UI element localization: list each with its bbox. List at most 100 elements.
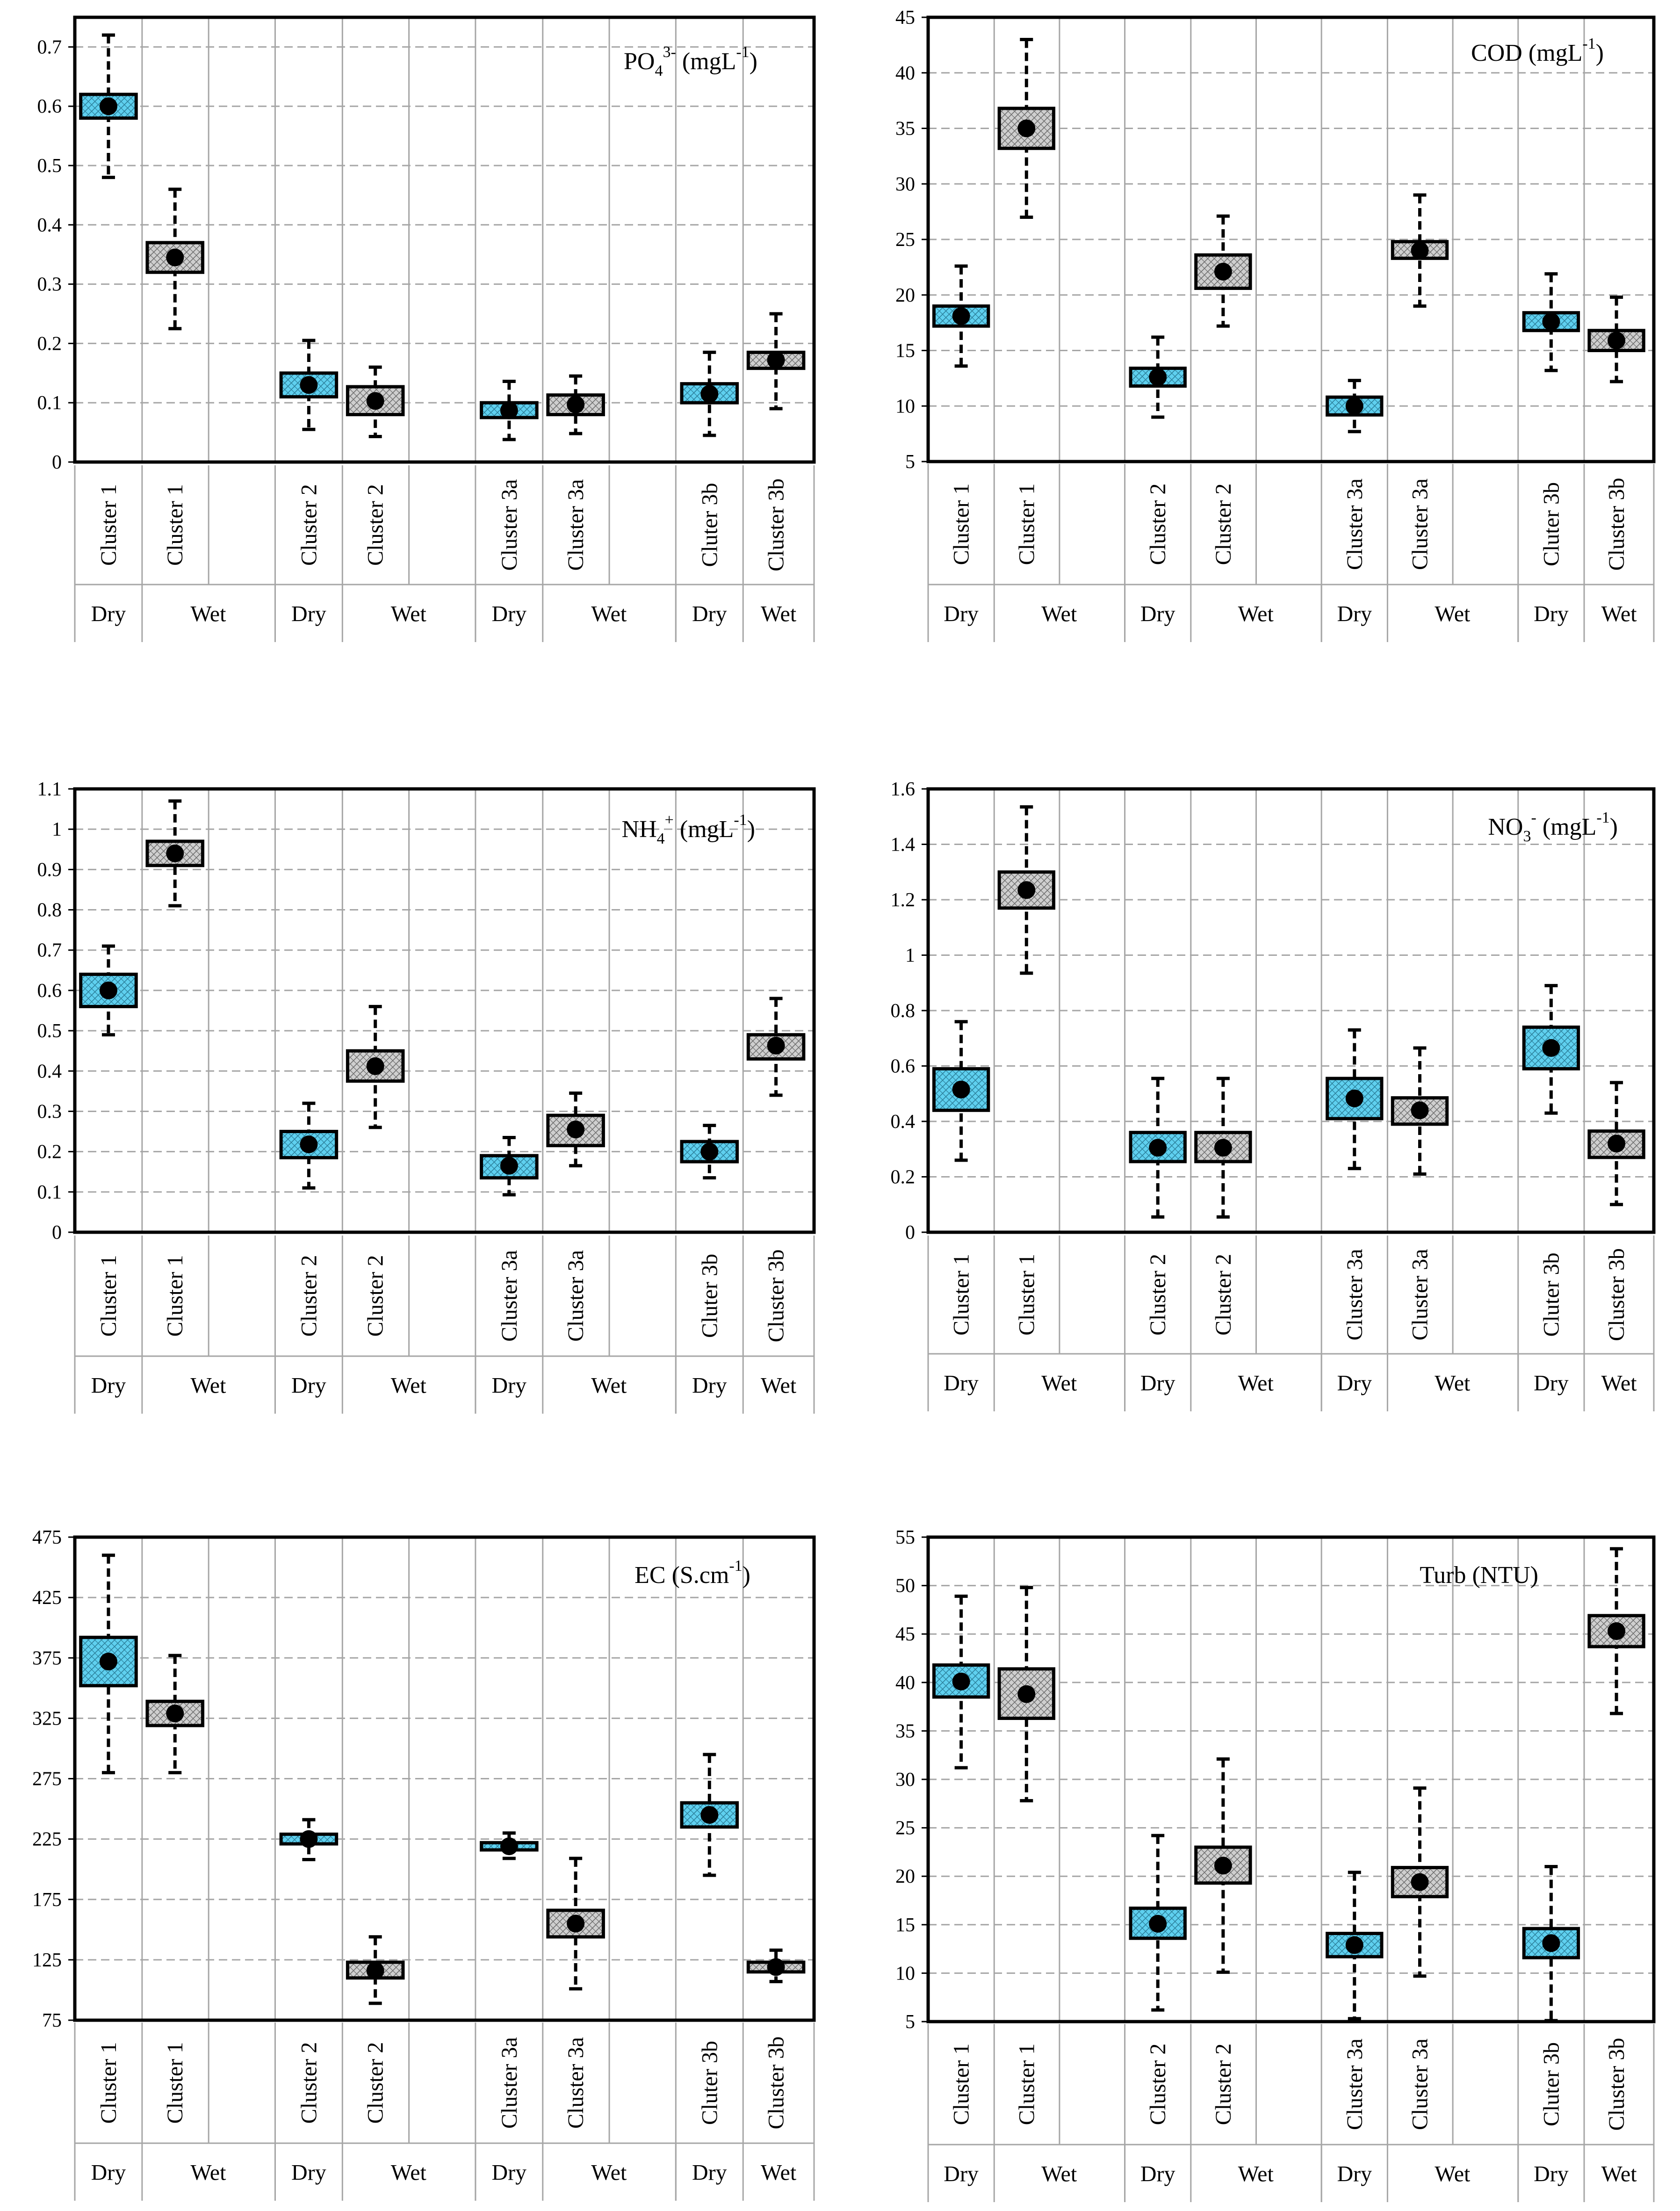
season-label: Wet (190, 602, 226, 627)
category-label: Cluter 3b (697, 483, 722, 567)
y-tick-label: 425 (32, 1587, 62, 1609)
mean-point (1608, 1134, 1626, 1153)
y-tick-label: 25 (895, 229, 915, 251)
category-label: Cluster 1 (1014, 484, 1039, 565)
season-label: Dry (91, 1373, 126, 1398)
mean-point (952, 1080, 970, 1098)
category-label: Cluster 3a (497, 479, 522, 571)
mean-point (500, 401, 518, 419)
y-tick-label: 1 (52, 819, 62, 840)
category-label: Cluster 3a (497, 2037, 522, 2129)
season-label: Dry (91, 602, 126, 627)
plot-frame (926, 1535, 1656, 2023)
mean-point (567, 1120, 585, 1139)
category-label: Cluter 3b (1539, 482, 1564, 566)
y-tick-label: 1.1 (37, 779, 62, 800)
y-tick-label: 0.8 (891, 1000, 916, 1022)
season-label: Dry (492, 602, 527, 627)
mean-point (366, 1057, 384, 1075)
chart-title-part: ) (743, 1562, 750, 1589)
season-label: Wet (1601, 602, 1637, 627)
y-tick-label: 175 (32, 1889, 62, 1911)
y-tick-label: 225 (32, 1829, 62, 1850)
chart-title-part: -1 (1582, 35, 1595, 52)
mean-point (99, 97, 117, 116)
season-label: Dry (492, 1373, 527, 1398)
mean-point (1542, 1039, 1560, 1057)
mean-point (700, 1806, 719, 1824)
mean-point (1214, 262, 1232, 281)
season-label: Dry (944, 602, 979, 627)
season-label: Wet (1435, 602, 1471, 627)
chart-title-part: 3- (663, 43, 676, 61)
mean-point (1017, 1685, 1036, 1703)
chart-title-part: -1 (734, 811, 747, 829)
plot-frame (73, 15, 816, 464)
category-label: Cluster 3a (1342, 2038, 1367, 2130)
y-tick-label: 0.8 (37, 900, 62, 921)
y-tick-label: 0.4 (37, 1061, 62, 1082)
y-tick-label: 20 (895, 1866, 915, 1887)
plot-frame (73, 787, 816, 1234)
y-tick-label: 0.3 (37, 274, 62, 296)
y-tick-label: 40 (895, 63, 915, 84)
season-label: Dry (1534, 2162, 1569, 2187)
mean-point (700, 385, 719, 403)
y-tick-label: 1 (905, 945, 915, 967)
category-label: Cluster 3a (563, 479, 588, 571)
mean-point (952, 1672, 970, 1691)
chart-title-part: + (665, 811, 674, 829)
y-tick-label: 1.2 (891, 889, 916, 911)
season-label: Wet (1435, 1371, 1471, 1396)
category-label: Cluster 2 (1211, 1254, 1236, 1336)
y-tick-label: 30 (895, 1769, 915, 1791)
y-tick-label: 55 (895, 1527, 915, 1548)
mean-point (767, 1958, 785, 1976)
mean-point (500, 1156, 518, 1175)
y-tick-label: 15 (895, 1915, 915, 1936)
season-label: Dry (1140, 602, 1175, 627)
chart-panel-3: 0 0.1 0.2 0.3 0.4 0.5 0.6 0.7 0.8 0.9 1 1.1 NH4+ (mg… (37, 779, 816, 1414)
y-tick-label: 475 (32, 1527, 62, 1548)
chart-title: NO3- (mgL-1) (1488, 809, 1618, 845)
category-label: Cluster 2 (296, 484, 321, 566)
category-label: Cluster 1 (949, 484, 974, 565)
season-label: Dry (291, 602, 326, 627)
y-tick-label: 25 (895, 1818, 915, 1839)
season-label: Dry (1140, 2162, 1175, 2187)
chart-title-part: 4 (657, 830, 665, 847)
mean-point (1608, 1622, 1626, 1640)
y-tick-label: 35 (895, 118, 915, 140)
season-label: Dry (91, 2160, 126, 2185)
mean-point (1017, 881, 1036, 899)
chart-title: COD (mgL-1) (1471, 35, 1604, 66)
chart-panel-4: 0 0.2 0.4 0.6 0.8 1 1.2 1.4 1.6 NO3- (mgL-1) Clust… (891, 779, 1656, 1411)
plot-frame (73, 1535, 816, 2022)
chart-title: EC (S.cm-1) (635, 1557, 750, 1589)
category-label: Cluster 2 (1211, 484, 1236, 565)
plot-frame (926, 787, 1656, 1234)
chart-title-part: -1 (1596, 809, 1609, 826)
season-label: Dry (692, 602, 727, 627)
season-label: Wet (591, 1373, 627, 1398)
box-dry (932, 1067, 990, 1112)
category-label: Cluster 3b (764, 2037, 789, 2130)
chart-title-part: (mgL (676, 48, 736, 75)
y-tick-label: 275 (32, 1769, 62, 1790)
chart-title: NH4+ (mgL-1) (622, 811, 755, 847)
y-tick-label: 5 (905, 451, 915, 473)
category-label: Cluster 3b (1604, 2038, 1629, 2131)
chart-title-part: PO (624, 48, 655, 75)
y-tick-label: 0.4 (891, 1111, 916, 1133)
chart-title-part: (mgL (1522, 40, 1583, 66)
y-tick-label: 45 (895, 7, 915, 29)
season-label: Dry (692, 2160, 727, 2185)
category-label: Cluster 1 (163, 484, 187, 566)
mean-point (166, 1705, 184, 1723)
season-label: Dry (1140, 1371, 1175, 1396)
category-label: Cluter 3b (1539, 2042, 1564, 2126)
y-tick-label: 50 (895, 1575, 915, 1597)
category-label: Cluter 3b (697, 2041, 722, 2125)
chart-title-part: (mgL (1536, 814, 1597, 840)
category-label: Cluster 3a (497, 1250, 522, 1342)
